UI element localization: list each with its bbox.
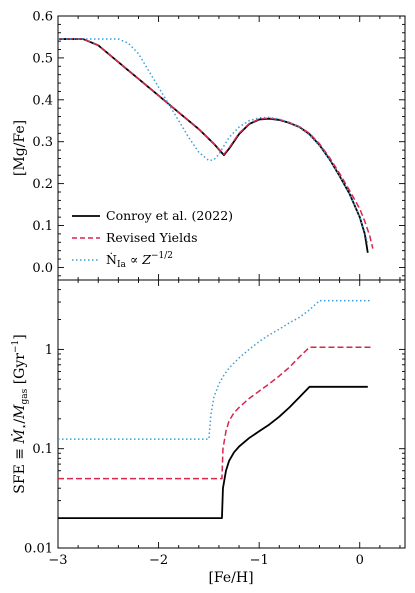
x-tick-label: −3 [48, 553, 67, 568]
top-y-tick-label: 0.0 [32, 261, 53, 276]
bottom-series-line-1 [58, 346, 373, 480]
bottom-y-tick-label: 0.01 [24, 542, 53, 557]
x-axis-label: [Fe/H] [208, 570, 253, 586]
top-y-tick-label: 0.4 [32, 93, 53, 108]
top-y-tick-label: 0.5 [32, 51, 53, 66]
legend-label-nia: ṄIa ∝ Z−1/2 [106, 251, 173, 270]
x-tick-label: −1 [250, 553, 269, 568]
top-y-tick-label: 0.1 [32, 219, 53, 234]
bottom-ticks: 0.01 0.1 1 −3 −2 −1 0 [24, 279, 405, 568]
top-y-tick-label: 0.2 [32, 177, 53, 192]
top-y-axis-label: [Mg/Fe] [12, 120, 28, 176]
bottom-series-line-0 [58, 385, 368, 520]
top-ticks: 0.0 0.1 0.2 0.3 0.4 0.5 0.6 [32, 10, 405, 280]
top-series-line-2 [58, 38, 369, 245]
top-series-line-1 [58, 38, 374, 249]
x-tick-label: 0 [356, 553, 364, 568]
bottom-series-lines [58, 299, 373, 520]
legend-label-conroy: Conroy et al. (2022) [106, 208, 233, 223]
top-panel: 0.0 0.1 0.2 0.3 0.4 0.5 0.6 [Mg/Fe] [12, 10, 406, 281]
bottom-series-line-2 [58, 299, 370, 440]
legend: Conroy et al. (2022) Revised Yields ṄIa … [72, 208, 233, 270]
bottom-panel: 0.01 0.1 1 −3 −2 −1 0 SFE ≡ Ṁ⋆/Mgas [Gyr−1] [F… [10, 279, 406, 586]
bottom-y-axis-label: SFE ≡ Ṁ⋆/Mgas [Gyr−1] [10, 334, 30, 493]
top-y-tick-label: 0.6 [32, 10, 53, 25]
top-y-tick-label: 0.3 [32, 135, 53, 150]
bottom-y-tick-label: 1 [45, 343, 53, 358]
legend-label-revised: Revised Yields [106, 230, 198, 245]
x-tick-label: −2 [149, 553, 168, 568]
top-series-lines [58, 38, 374, 253]
bottom-plot-frame [57, 279, 406, 549]
bottom-y-tick-label: 0.1 [32, 442, 53, 457]
